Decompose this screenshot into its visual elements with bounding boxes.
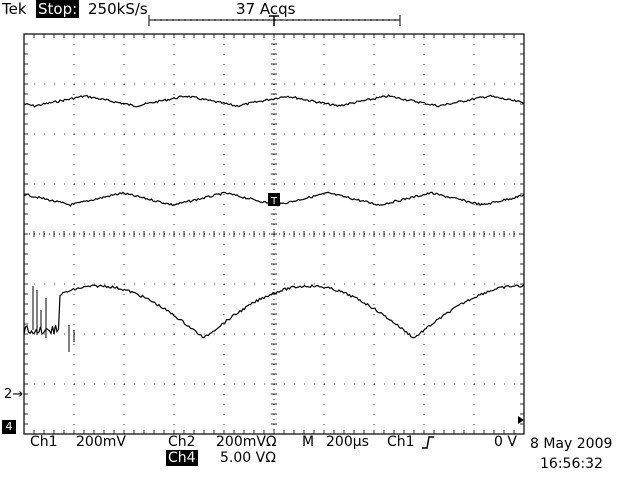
graticule (23, 33, 525, 435)
ch1-scale: 200mV (76, 434, 126, 450)
svg-text:T: T (270, 196, 278, 207)
date-display: 8 May 2009 (530, 436, 613, 452)
trace-waveform-3 (23, 284, 524, 339)
trace-waveform-1 (23, 94, 524, 108)
ch2-ground-marker: 2→ (4, 387, 24, 402)
trigger-position-marker: T (268, 193, 280, 207)
acquisition-state: Stop: (36, 0, 80, 18)
acquisition-count: 37 Acqs (236, 0, 296, 18)
ch4-ground-marker: 4 (2, 420, 16, 434)
record-length-bracket (148, 15, 401, 26)
timebase-label: M (302, 434, 315, 450)
ch1-label: Ch1 (30, 434, 58, 450)
trace-spikes (32, 286, 75, 352)
sample-rate: 250kS/s (88, 0, 148, 18)
brand-label: Tek (2, 0, 27, 18)
time-display: 16:56:32 (540, 456, 603, 472)
ch4-label: Ch4 (166, 450, 198, 466)
ch2-label: Ch2 (168, 434, 196, 450)
trigger-source: Ch1 (387, 434, 415, 450)
ch2-scale: 200mVΩ (216, 434, 277, 450)
scope-header: Tek Stop: 250kS/s 37 Acqs (0, 0, 640, 22)
rising-edge-icon (422, 436, 434, 449)
timebase-scale: 200µs (326, 434, 369, 450)
trigger-level-arrow-icon (518, 416, 524, 424)
trigger-level: 0 V (494, 434, 517, 450)
ch4-scale: 5.00 VΩ (220, 450, 276, 466)
